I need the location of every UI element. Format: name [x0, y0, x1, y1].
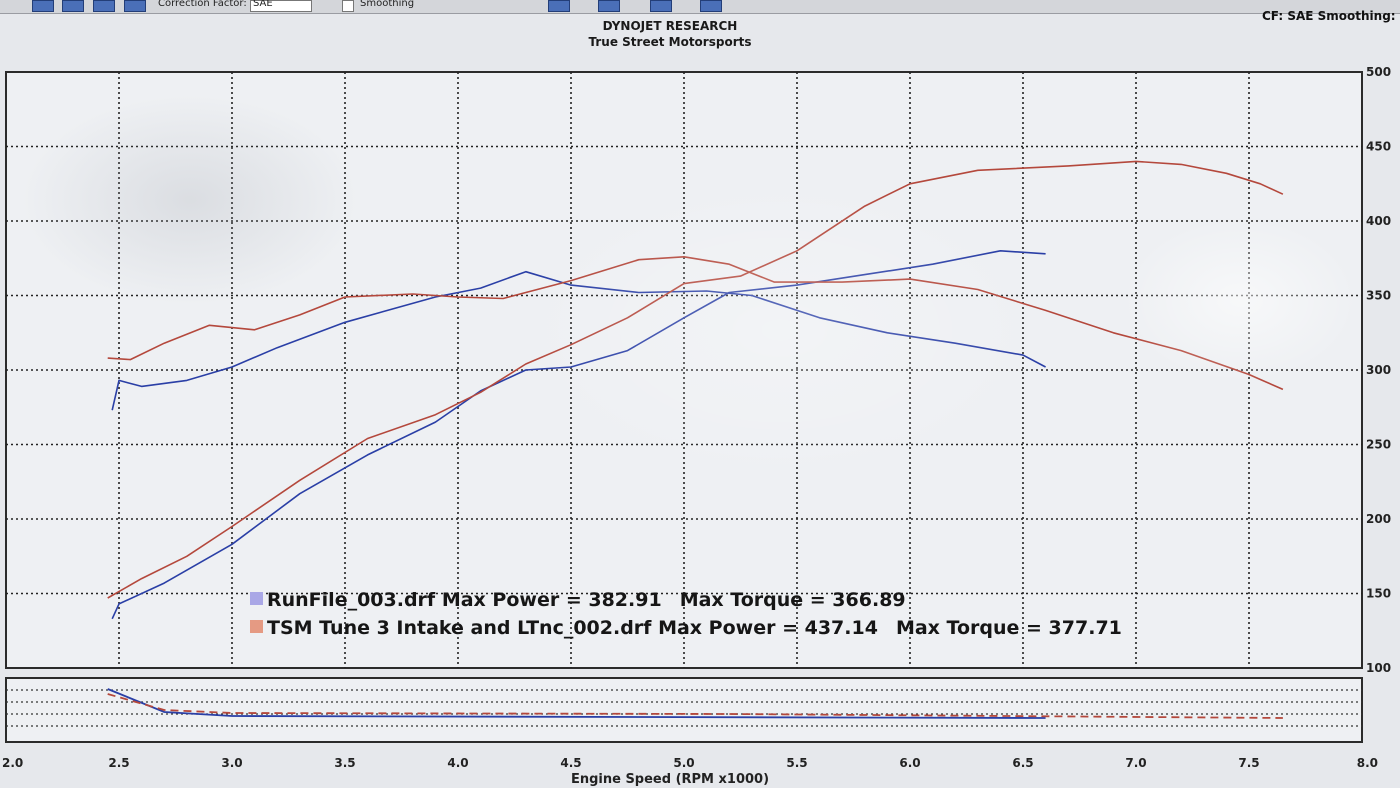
x-tick-label: 2.0	[2, 756, 23, 770]
y-tick-label: 350	[1366, 289, 1391, 303]
legend-entry-run1: RunFile_003.drf Max Power = 382.91 Max To…	[250, 589, 906, 611]
y-tick-label: 250	[1366, 438, 1391, 452]
lower-panel-frame	[5, 677, 1363, 743]
legend-swatch-run2	[250, 620, 263, 633]
legend-entry-run2: TSM Tune 3 Intake and LTnc_002.drf Max P…	[250, 617, 1122, 639]
legend-file-run1: RunFile_003.drf	[267, 589, 436, 611]
legend-max-power-run2: Max Power = 437.14	[658, 617, 878, 639]
y-tick-label: 200	[1366, 512, 1391, 526]
legend-file-run2: TSM Tune 3 Intake and LTnc_002.drf	[267, 617, 652, 639]
x-tick-label: 8.0	[1357, 756, 1378, 770]
y-tick-label: 150	[1366, 587, 1391, 601]
legend-max-power-run1: Max Power = 382.91	[441, 589, 662, 611]
lower-plot-area	[5, 677, 1363, 743]
x-tick-label: 2.5	[108, 756, 129, 770]
legend-swatch-run1	[250, 592, 263, 605]
legend-max-torque-run1: Max Torque = 366.89	[679, 589, 906, 611]
x-tick-label: 3.5	[334, 756, 355, 770]
x-tick-label: 5.5	[786, 756, 807, 770]
y-tick-label: 300	[1366, 363, 1391, 377]
x-tick-label: 4.5	[560, 756, 581, 770]
x-tick-label: 7.0	[1125, 756, 1146, 770]
x-tick-label: 6.5	[1012, 756, 1033, 770]
y-tick-label: 100	[1366, 661, 1391, 675]
legend-max-torque-run2: Max Torque = 377.71	[895, 617, 1122, 639]
y-tick-label: 450	[1366, 140, 1391, 154]
x-tick-label: 4.0	[447, 756, 468, 770]
x-tick-label: 7.5	[1238, 756, 1259, 770]
y-tick-label: 400	[1366, 214, 1391, 228]
x-tick-label: 6.0	[899, 756, 920, 770]
x-tick-label: 5.0	[673, 756, 694, 770]
y-tick-label: 500	[1366, 65, 1391, 79]
x-tick-label: 3.0	[221, 756, 242, 770]
x-axis-label: Engine Speed (RPM x1000)	[570, 772, 770, 787]
